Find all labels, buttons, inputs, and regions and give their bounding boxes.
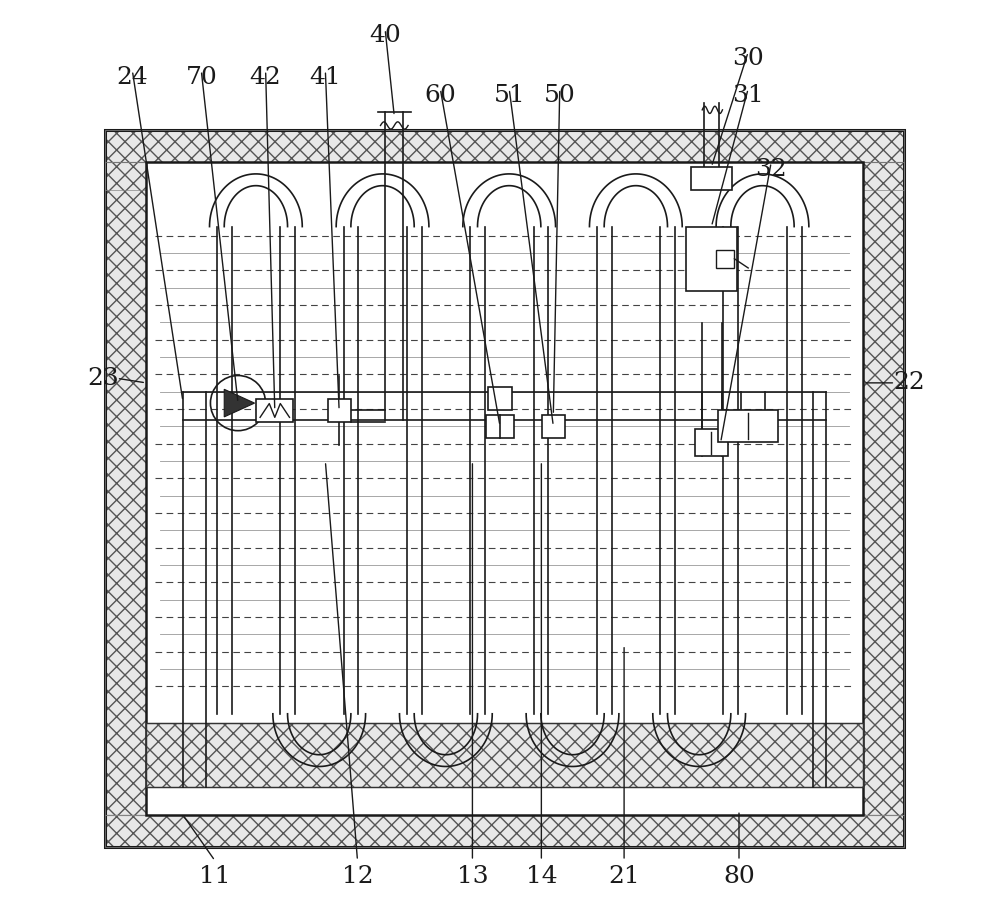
Bar: [146, 723, 863, 787]
Bar: [542, 415, 565, 438]
Text: 32: 32: [755, 158, 787, 181]
Bar: [146, 723, 863, 787]
Text: 30: 30: [732, 47, 764, 70]
Bar: [105, 815, 904, 847]
Bar: [718, 410, 778, 443]
Bar: [691, 167, 732, 190]
Bar: [256, 399, 293, 422]
Text: 40: 40: [369, 24, 401, 47]
Text: 13: 13: [457, 866, 488, 889]
Text: 23: 23: [87, 367, 119, 390]
Text: 24: 24: [116, 65, 148, 89]
Bar: [686, 227, 737, 291]
Bar: [695, 429, 728, 456]
Text: 70: 70: [185, 65, 217, 89]
Text: 22: 22: [893, 372, 925, 395]
Bar: [105, 815, 904, 847]
Text: 51: 51: [493, 84, 525, 107]
Bar: [863, 162, 904, 815]
Text: 11: 11: [199, 866, 231, 889]
Polygon shape: [224, 389, 255, 417]
Text: 31: 31: [732, 84, 764, 107]
Text: 21: 21: [608, 866, 640, 889]
Bar: [328, 399, 351, 422]
Text: 12: 12: [342, 866, 373, 889]
Bar: [486, 415, 514, 438]
Bar: [105, 162, 146, 815]
Bar: [105, 162, 146, 815]
Text: 41: 41: [310, 65, 341, 89]
Bar: [105, 130, 904, 847]
Text: 80: 80: [723, 866, 755, 889]
Text: 42: 42: [250, 65, 281, 89]
Bar: [716, 250, 734, 268]
Bar: [488, 387, 512, 410]
Bar: [105, 130, 904, 190]
Text: 60: 60: [424, 84, 456, 107]
Bar: [105, 130, 904, 190]
Text: 50: 50: [544, 84, 576, 107]
Bar: [146, 162, 863, 815]
Bar: [863, 162, 904, 815]
Text: 14: 14: [526, 866, 557, 889]
